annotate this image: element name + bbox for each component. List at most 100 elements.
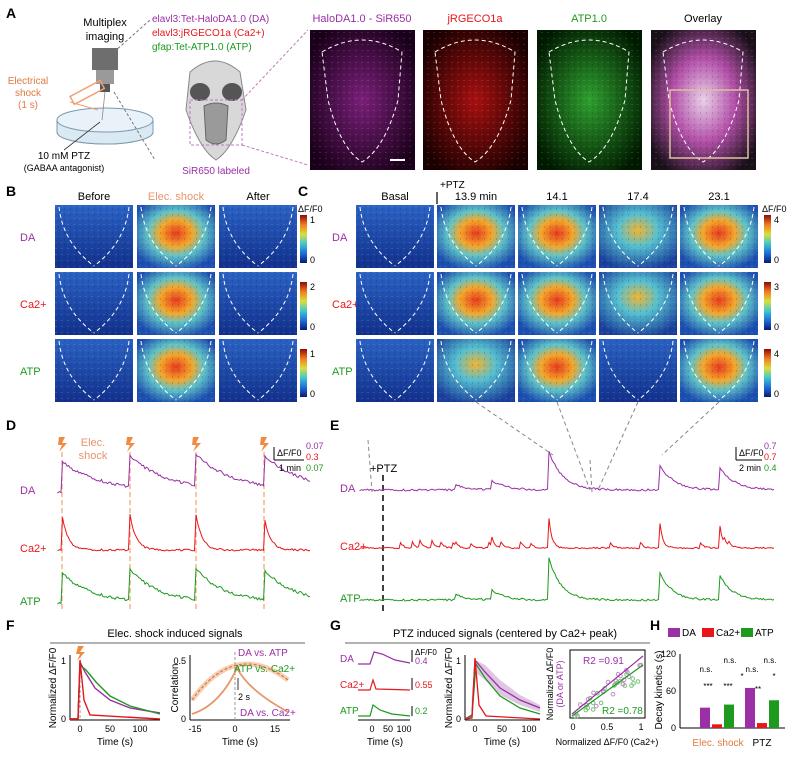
brain-outline [222,273,259,334]
brain-outline [521,273,558,334]
h-ytick-1: 60 [666,686,676,696]
scatter-point [635,679,641,684]
brain-outline [222,206,259,267]
f-left-ca-trace [70,659,161,720]
image-jrgeco [423,30,528,170]
g-trace-da [358,651,411,665]
g-mid-da-band [470,660,540,718]
heatmap-noise [437,339,515,402]
brain-outline [359,340,396,401]
scatter-point [617,678,623,684]
heatmap-noise [137,339,215,402]
scatter-point [575,713,580,719]
h-sig-0: n.s. [700,665,713,674]
f-right-ytick-0: 0 [181,714,186,724]
microscope-objective-icon [92,48,118,92]
heatmap-noise [219,205,297,268]
brain-outline [440,206,477,267]
title-atp: ATP1.0 [571,13,607,25]
scatter-point [630,676,636,681]
g-scatter-xtick-1: 0.5 [601,722,614,732]
brain-outline [58,340,95,401]
f-left-ytick-0: 0 [61,714,66,724]
g-small-xtick-0: 0 [369,724,374,734]
f-right-xtick-0: -15 [188,724,201,734]
panel-f: Elec. shock induced signals 0 1 0 50 100… [48,628,305,748]
brain-outline [602,273,639,334]
brain-outline [175,340,212,401]
brain-outline [257,206,294,267]
f-right-ca-curve [191,665,289,715]
c-connector [661,401,720,456]
e-row-1: Ca2+ [340,541,367,553]
g-mid-ytick-1: 1 [456,656,461,666]
c-colorbar-2-max: 4 [774,349,779,359]
line-atp-label: gfap:Tet-ATP1.0 (ATP) [152,42,252,53]
heatmap-noise [137,205,215,268]
h-bar-atp-0 [724,704,734,728]
f-left-ytick-1: 1 [61,656,66,666]
d-trace-0 [57,453,310,494]
brain-outline [175,206,212,267]
heatmap-noise [599,339,677,402]
g-trace-ca [358,678,411,691]
brain-outline [683,273,720,334]
g-scatter-r2-atp: R2 =0.78 [602,706,643,717]
panel-letter-f: F [6,617,15,633]
c-connector [475,401,554,456]
scatter-point [590,707,596,712]
shock-label-2: shock [15,88,42,99]
e-trace-0 [359,451,775,492]
multiplex-label-2: imaging [86,31,125,43]
line-da-label: elavl3:Tet-HaloDA1.0 (DA) [152,14,269,25]
f-right-ylabel: Correlation [170,664,181,713]
g-row-atp: ATP [340,706,359,717]
heatmap-noise [55,339,133,402]
scatter-point [578,702,583,707]
d-shock-icon [260,437,269,452]
f-left-xtick-0: 0 [77,724,82,734]
brain-outline [475,340,512,401]
c-col-1: 13.9 min [455,191,497,203]
ptz-label: 10 mM PTZ [38,151,90,162]
g-scatter-xlabel: Normalized ΔF/F0 (Ca2+) [556,737,659,747]
brain-outline [475,206,512,267]
heatmap-noise [219,272,297,335]
brain-outline [93,273,130,334]
brain-outline [257,273,294,334]
c-colorbar-1-max: 3 [774,282,779,292]
brain-outline [718,273,755,334]
brain-outline [521,340,558,401]
heatmap-noise [599,272,677,335]
c-colorbar-1-min: 0 [774,322,779,332]
brain-outline [58,273,95,334]
b-colorbar-1-min: 0 [310,322,315,332]
b-col-0: Before [78,191,110,203]
f-left-xtick-2: 100 [132,724,147,734]
c-row-1: Ca2+ [332,299,359,311]
brain-outline [556,340,593,401]
g-scatter-xtick-0: 0 [570,722,575,732]
title-overlay: Overlay [684,13,722,25]
c-row-2: ATP [332,366,353,378]
brain-outline [637,206,674,267]
e-scale-label: ΔF/F0 [739,448,764,458]
h-legend-ca-swatch [702,628,714,637]
brain-outline [637,273,674,334]
g-trace-atp [358,704,411,717]
g-scale-label: ΔF/F0 [415,648,437,657]
b-cb-label: ΔF/F0 [298,204,323,214]
brain-outline [602,340,639,401]
g-scatter-ylabel-2: (DA or ATP) [555,660,565,707]
f-left-shock-icon [76,646,85,661]
panel-letter-h: H [650,617,660,633]
e-time-scale: 2 min [739,463,761,473]
brain-outline [440,340,477,401]
brain-outline [394,340,431,401]
brain-outline [394,206,431,267]
h-bar-da-1 [745,687,755,728]
d-scale-ca: 0.3 [306,452,319,462]
g-small-xtick-2: 100 [396,724,411,734]
f-left-xtick-1: 50 [105,724,115,734]
b-colorbar-2-max: 1 [310,349,315,359]
